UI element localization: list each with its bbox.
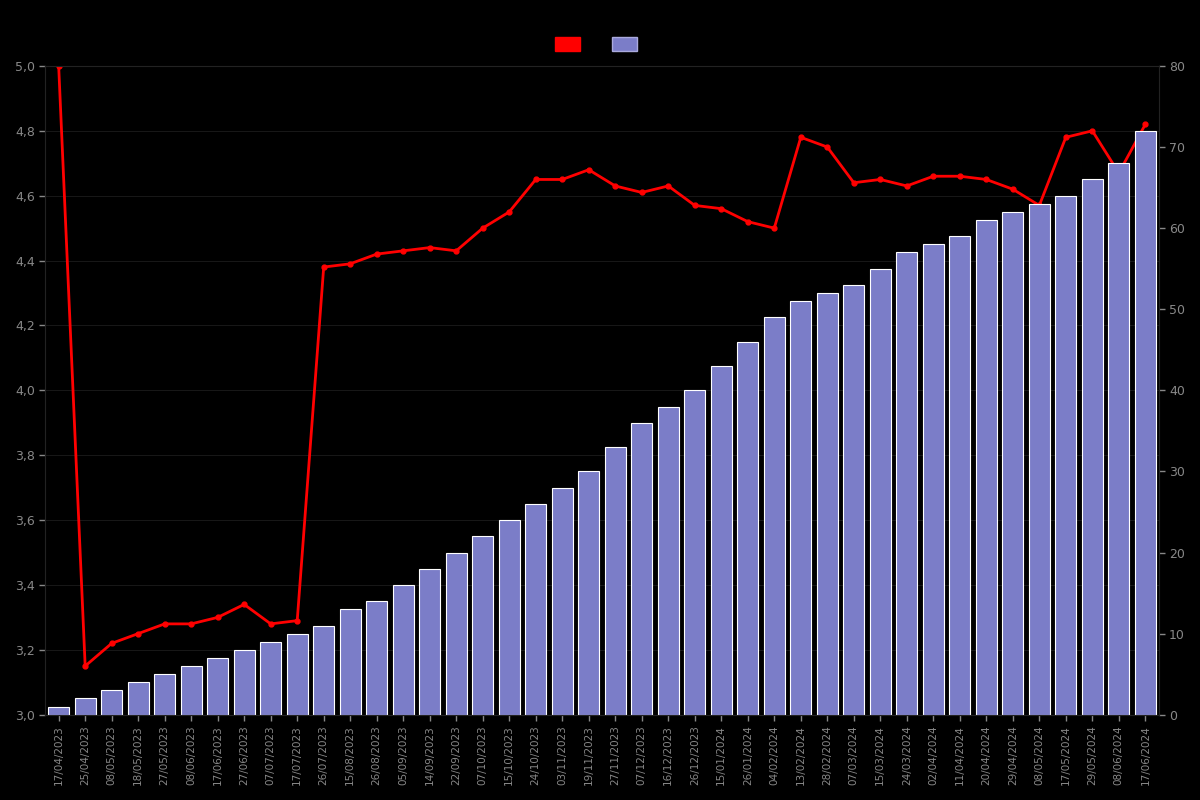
Bar: [790, 301, 811, 714]
Bar: [154, 674, 175, 714]
Bar: [605, 447, 626, 714]
Bar: [923, 244, 944, 714]
Bar: [844, 285, 864, 714]
Bar: [208, 658, 228, 714]
Bar: [870, 269, 890, 714]
Bar: [287, 634, 308, 714]
Bar: [710, 366, 732, 714]
Bar: [499, 520, 520, 714]
Bar: [1081, 179, 1103, 714]
Bar: [684, 390, 706, 714]
Bar: [896, 253, 917, 714]
Bar: [445, 553, 467, 714]
Bar: [1002, 212, 1024, 714]
Bar: [127, 682, 149, 714]
Bar: [180, 666, 202, 714]
Bar: [817, 293, 838, 714]
Bar: [526, 504, 546, 714]
Bar: [48, 706, 70, 714]
Bar: [234, 650, 254, 714]
Bar: [552, 488, 572, 714]
Bar: [1109, 163, 1129, 714]
Bar: [1135, 131, 1156, 714]
Bar: [74, 698, 96, 714]
Bar: [340, 610, 361, 714]
Bar: [658, 406, 679, 714]
Bar: [366, 601, 388, 714]
Bar: [1028, 204, 1050, 714]
Bar: [419, 569, 440, 714]
Bar: [260, 642, 281, 714]
Bar: [313, 626, 335, 714]
Bar: [763, 318, 785, 714]
Bar: [737, 342, 758, 714]
Bar: [1055, 196, 1076, 714]
Bar: [392, 585, 414, 714]
Bar: [949, 236, 971, 714]
Bar: [472, 536, 493, 714]
Bar: [631, 422, 653, 714]
Bar: [976, 220, 997, 714]
Bar: [578, 471, 599, 714]
Bar: [101, 690, 122, 714]
Legend: , : ,: [556, 37, 648, 52]
